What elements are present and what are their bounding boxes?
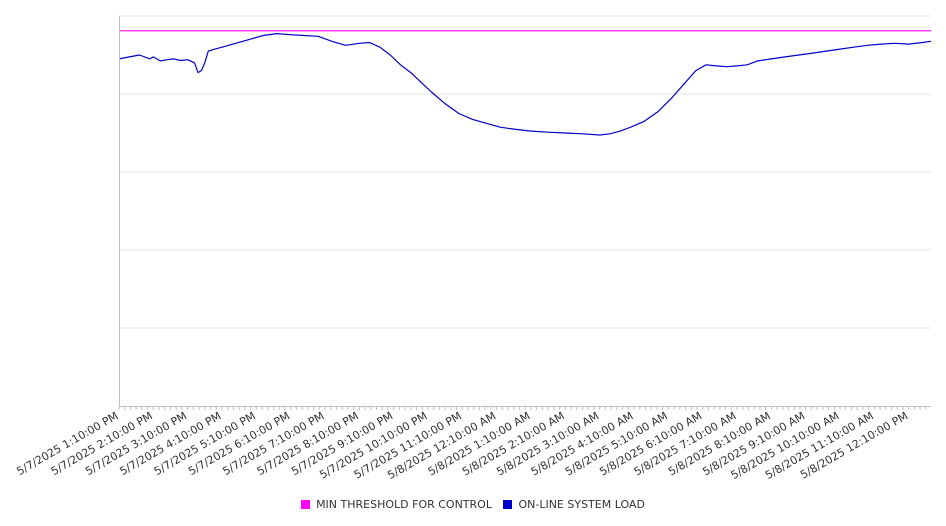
legend-label-threshold: MIN THRESHOLD FOR CONTROL <box>316 498 492 511</box>
legend-swatch-threshold <box>301 500 311 509</box>
series-line-1 <box>118 33 932 136</box>
axis-layer: 5/7/2025 1:10:00 PM5/7/2025 2:10:00 PM5/… <box>14 16 931 482</box>
legend-item-threshold[interactable]: MIN THRESHOLD FOR CONTROL <box>301 498 492 511</box>
legend-label-system-load: ON-LINE SYSTEM LOAD <box>518 498 645 511</box>
grid-layer <box>119 15 931 329</box>
legend-swatch-system-load <box>503 500 513 509</box>
legend: MIN THRESHOLD FOR CONTROL ON-LINE SYSTEM… <box>0 498 946 512</box>
legend-item-system-load[interactable]: ON-LINE SYSTEM LOAD <box>503 498 645 511</box>
series-layer <box>118 30 932 136</box>
